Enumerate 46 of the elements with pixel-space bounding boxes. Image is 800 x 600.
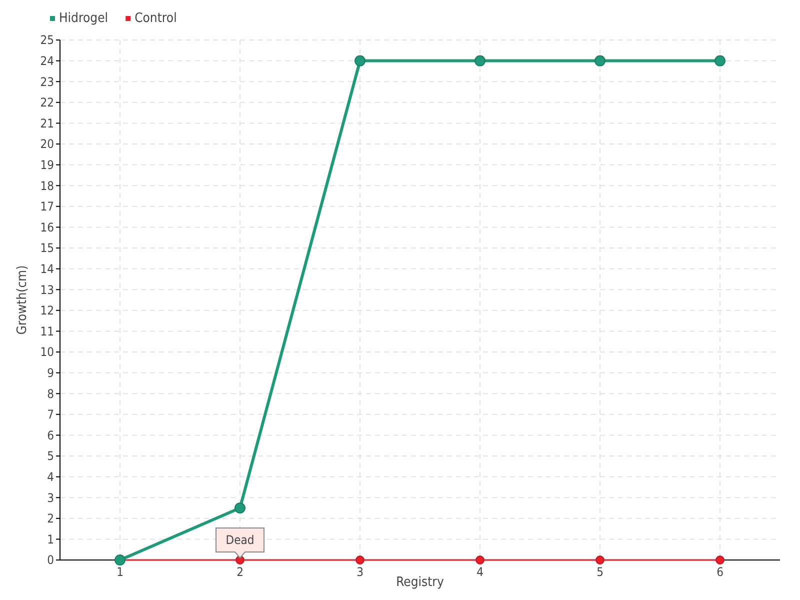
legend-label: Hidrogel [59, 11, 108, 26]
x-tick-label: 6 [716, 565, 724, 579]
point [596, 556, 604, 564]
x-tick-label: 4 [476, 565, 484, 579]
x-axis-title: Registry [396, 575, 444, 590]
y-axis-title: Growth(cm) [15, 265, 30, 335]
y-tick-label: 9 [47, 366, 54, 380]
y-tick-label: 11 [40, 324, 54, 338]
y-tick-label: 25 [40, 33, 54, 48]
y-tick-label: 4 [47, 470, 54, 484]
point [714, 55, 726, 66]
y-tick-label: 24 [40, 54, 54, 68]
y-tick-label: 16 [40, 220, 54, 234]
x-tick-label: 1 [116, 565, 124, 579]
y-tick-label: 5 [47, 449, 54, 464]
y-tick-label: 14 [40, 262, 54, 276]
y-tick-label: 19 [40, 158, 54, 172]
y-tick-label: 2 [47, 512, 54, 526]
y-tick-label: 23 [40, 74, 54, 89]
y-tick-label: 21 [40, 116, 54, 130]
annotation: Dead [226, 533, 254, 548]
y-tick-label: 8 [47, 386, 54, 401]
y-tick-label: 10 [40, 345, 54, 360]
y-tick-label: 17 [40, 200, 54, 214]
point [594, 55, 606, 66]
legend-label: Control [134, 11, 177, 26]
y-tick-label: 3 [47, 490, 54, 505]
y-tick-label: 1 [47, 532, 54, 546]
y-tick-label: 22 [40, 96, 54, 110]
y-tick-label: 18 [40, 178, 54, 193]
point [234, 502, 246, 514]
y-tick-label: 7 [47, 408, 54, 422]
y-tick-label: 6 [47, 428, 54, 442]
y-tick-label: 12 [40, 304, 54, 318]
x-tick-label: 5 [596, 565, 604, 579]
x-tick-label: 2 [236, 565, 244, 579]
y-tick-label: 20 [40, 137, 54, 152]
point [474, 55, 486, 66]
y-tick-label: 15 [40, 241, 54, 256]
point [476, 556, 484, 564]
y-tick-label: 0 [47, 553, 54, 568]
point [716, 556, 724, 564]
point [354, 55, 366, 66]
x-tick-label: 3 [356, 565, 364, 579]
point [356, 556, 364, 564]
y-tick-label: 13 [40, 282, 54, 297]
